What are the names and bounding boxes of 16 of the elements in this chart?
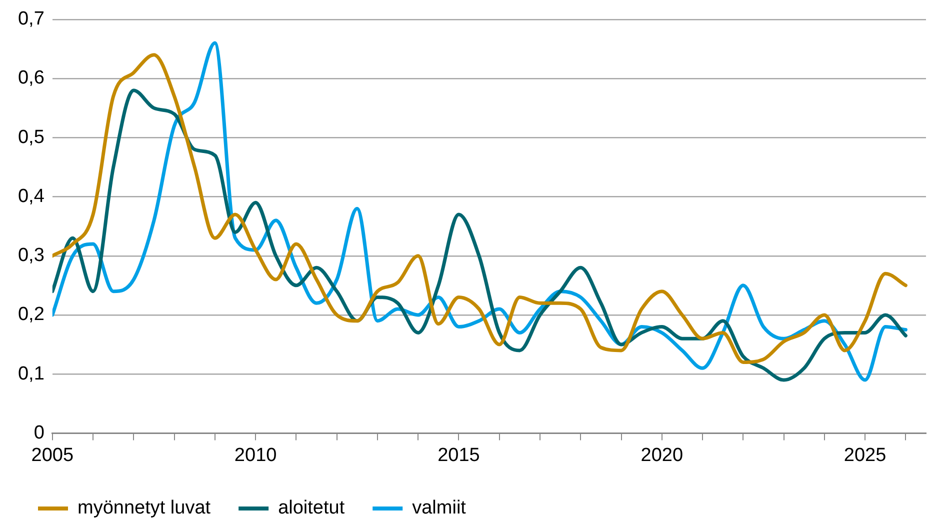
y-tick-label: 0,5 [18,126,44,148]
x-tick-label: 2010 [234,444,277,466]
x-tick-label: 2005 [31,444,74,466]
y-tick-label: 0,1 [18,363,44,384]
y-tick-label: 0 [34,422,44,444]
x-tick-label: 2025 [844,444,886,466]
y-tick-label: 0,6 [18,68,44,89]
y-tick-label: 0,3 [18,245,44,266]
legend-label: myönnetyt luvat [78,498,212,519]
y-tick-label: 0,2 [18,304,44,326]
legend-label: aloitetut [278,498,346,519]
y-tick-label: 0,4 [18,186,45,207]
legend-label: valmiit [412,498,467,519]
x-tick-label: 2020 [640,444,684,466]
x-tick-label: 2015 [438,444,480,466]
y-tick-label: 0,7 [18,8,44,30]
